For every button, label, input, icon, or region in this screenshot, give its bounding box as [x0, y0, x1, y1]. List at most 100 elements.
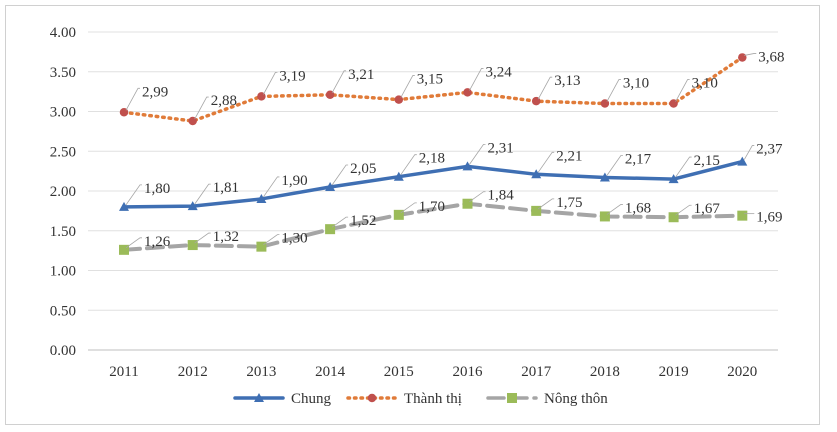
x-tick-label: 2015 [384, 364, 414, 380]
data-label: 3,10 [623, 76, 649, 92]
x-tick-label: 2013 [246, 364, 276, 380]
square-marker [668, 212, 679, 223]
data-label: 3,21 [348, 67, 374, 83]
square-marker [599, 211, 610, 222]
data-label: 2,37 [756, 142, 783, 158]
leader-line [537, 151, 555, 173]
y-tick-label: 4.00 [50, 25, 76, 41]
x-tick-label: 2019 [659, 364, 689, 380]
leader-line [400, 75, 415, 98]
data-label: 1,81 [213, 180, 239, 196]
chart-frame [5, 5, 820, 425]
x-tick-label: 2014 [315, 364, 346, 380]
leader-line [263, 176, 280, 198]
data-label: 1,84 [488, 188, 515, 204]
data-label: 2,99 [142, 84, 168, 100]
data-label: 1,26 [144, 234, 171, 250]
square-marker [531, 205, 542, 216]
data-label: 3,24 [486, 64, 513, 80]
x-tick-label: 2020 [727, 364, 757, 380]
leader-line [400, 154, 417, 175]
series-line [122, 55, 745, 123]
data-label: 2,05 [350, 161, 376, 177]
leader-line [537, 198, 555, 210]
y-tick-label: 1.00 [50, 264, 76, 280]
leader-line [469, 191, 486, 203]
y-tick-label: 1.50 [50, 224, 76, 240]
leader-line [125, 184, 142, 206]
square-marker [256, 241, 267, 252]
data-label: 2,15 [694, 153, 720, 169]
legend-label: Nông thôn [544, 391, 608, 407]
leader-line [194, 232, 211, 244]
leader-line [331, 216, 349, 228]
leader-line [675, 156, 692, 178]
data-label: 1,75 [556, 195, 582, 211]
x-tick-label: 2012 [178, 364, 208, 380]
leader-line [125, 237, 142, 249]
triangle-marker [531, 169, 542, 179]
leader-line [400, 202, 417, 214]
square-marker [393, 209, 404, 220]
data-label: 3,13 [554, 73, 580, 89]
triangle-marker [325, 182, 336, 192]
leader-line [125, 87, 140, 111]
triangle-marker [668, 174, 679, 184]
leader-line [744, 53, 757, 56]
leader-line [331, 164, 349, 186]
triangle-marker [256, 193, 267, 203]
legend-label: Chung [291, 391, 332, 407]
triangle-marker [462, 161, 473, 171]
data-label: 2,31 [488, 140, 514, 156]
leader-line [331, 70, 347, 93]
circle-marker [367, 393, 377, 403]
data-label: 3,19 [279, 68, 305, 84]
x-tick-label: 2018 [590, 364, 620, 380]
data-label: 3,15 [417, 72, 443, 88]
data-label: 3,68 [758, 49, 784, 65]
y-tick-label: 0.50 [50, 303, 76, 319]
square-marker [119, 244, 129, 255]
leader-line [606, 79, 621, 102]
triangle-marker [737, 156, 748, 166]
data-label: 1,80 [144, 181, 170, 197]
triangle-marker [393, 171, 404, 181]
leader-line [194, 96, 209, 120]
square-marker [462, 198, 473, 209]
leader-line [194, 183, 211, 205]
data-label: 2,21 [556, 148, 582, 164]
leader-line [606, 204, 623, 215]
triangle-marker [599, 172, 610, 182]
y-tick-label: 3.50 [50, 65, 76, 81]
x-tick-label: 2017 [521, 364, 552, 380]
data-label: 3,10 [692, 76, 718, 92]
y-tick-label: 2.50 [50, 144, 76, 160]
x-tick-label: 2016 [453, 364, 484, 380]
data-label: 1,68 [625, 200, 651, 216]
series-line [122, 201, 745, 252]
data-label: 1,67 [694, 201, 721, 217]
leader-line [263, 71, 278, 95]
data-label: 2,18 [419, 151, 445, 167]
x-tick-label: 2011 [109, 364, 138, 380]
square-marker [325, 224, 336, 235]
y-tick-label: 0.00 [50, 343, 76, 359]
square-marker [187, 240, 198, 251]
data-label: 1,90 [281, 173, 307, 189]
square-marker [737, 210, 748, 221]
leader-line [675, 79, 690, 102]
circle-marker [738, 53, 747, 62]
y-tick-label: 2.00 [50, 184, 76, 200]
triangle-marker [119, 201, 129, 211]
triangle-marker [254, 393, 264, 402]
data-label: 2,17 [625, 151, 652, 167]
leader-line [537, 76, 553, 100]
data-label: 1,30 [281, 231, 307, 247]
data-label: 1,32 [213, 229, 239, 245]
leader-line [743, 145, 755, 160]
leader-line [469, 68, 484, 91]
data-label: 1,52 [350, 213, 376, 229]
leader-line [263, 234, 280, 245]
leader-line [675, 204, 692, 216]
leader-line [606, 155, 623, 176]
